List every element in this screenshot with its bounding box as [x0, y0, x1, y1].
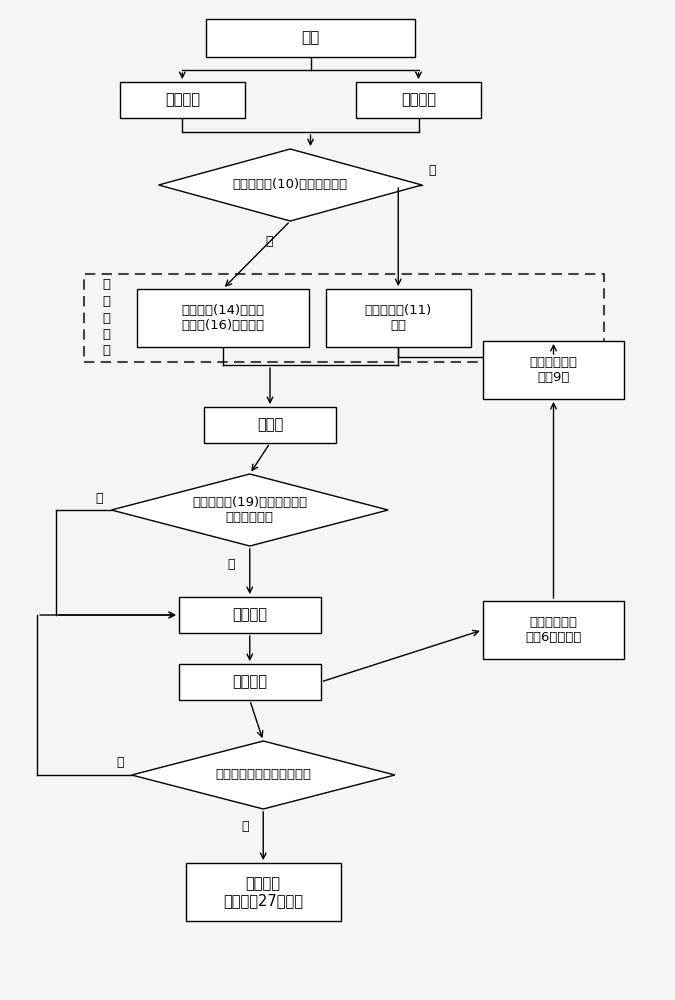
Text: 否: 否: [116, 756, 124, 770]
Text: 第一液位计(10)是否指示高位: 第一液位计(10)是否指示高位: [233, 178, 348, 192]
Text: 淋洗完毕
总开关（27）关闭: 淋洗完毕 总开关（27）关闭: [223, 876, 303, 908]
FancyBboxPatch shape: [179, 664, 321, 700]
Text: 淋洗废液: 淋洗废液: [232, 674, 267, 690]
Text: 淋洗滤液储存
罐（9）: 淋洗滤液储存 罐（9）: [529, 356, 578, 384]
Text: 否: 否: [266, 235, 273, 248]
Text: 是: 是: [429, 164, 436, 178]
FancyBboxPatch shape: [186, 863, 341, 921]
Text: 手动模式: 手动模式: [165, 93, 200, 107]
Text: 第一电动泵(11)
启动: 第一电动泵(11) 启动: [364, 304, 432, 332]
FancyBboxPatch shape: [204, 407, 336, 443]
Text: 投料电机(14)和第一
电磁阀(16)同时启动: 投料电机(14)和第一 电磁阀(16)同时启动: [181, 304, 265, 332]
Text: 淋喷处理: 淋喷处理: [232, 607, 267, 622]
Text: 否: 否: [96, 491, 103, 504]
Polygon shape: [111, 474, 388, 546]
Text: 自动模式: 自动模式: [401, 93, 436, 107]
FancyBboxPatch shape: [325, 289, 471, 347]
Polygon shape: [159, 149, 422, 221]
Text: 第二液位计(19)是否达到预设
的高位和浓度: 第二液位计(19)是否达到预设 的高位和浓度: [192, 496, 307, 524]
Polygon shape: [132, 741, 395, 809]
FancyBboxPatch shape: [120, 82, 245, 118]
Text: 淋洗废液处理
罐（6）中净化: 淋洗废液处理 罐（6）中净化: [525, 616, 582, 644]
FancyBboxPatch shape: [483, 341, 624, 399]
FancyBboxPatch shape: [136, 289, 308, 347]
FancyBboxPatch shape: [179, 597, 321, 633]
FancyBboxPatch shape: [483, 601, 624, 659]
FancyBboxPatch shape: [356, 82, 481, 118]
FancyBboxPatch shape: [206, 19, 415, 57]
Text: 开始: 开始: [301, 30, 320, 45]
Text: 废液中浓度是否达到预设值: 废液中浓度是否达到预设值: [215, 768, 311, 782]
Text: 是: 是: [227, 558, 235, 570]
Text: 淋洗剂: 淋洗剂: [257, 418, 283, 432]
Text: 淋
洗
剂
配
制: 淋 洗 剂 配 制: [103, 278, 111, 358]
Text: 是: 是: [241, 820, 248, 833]
